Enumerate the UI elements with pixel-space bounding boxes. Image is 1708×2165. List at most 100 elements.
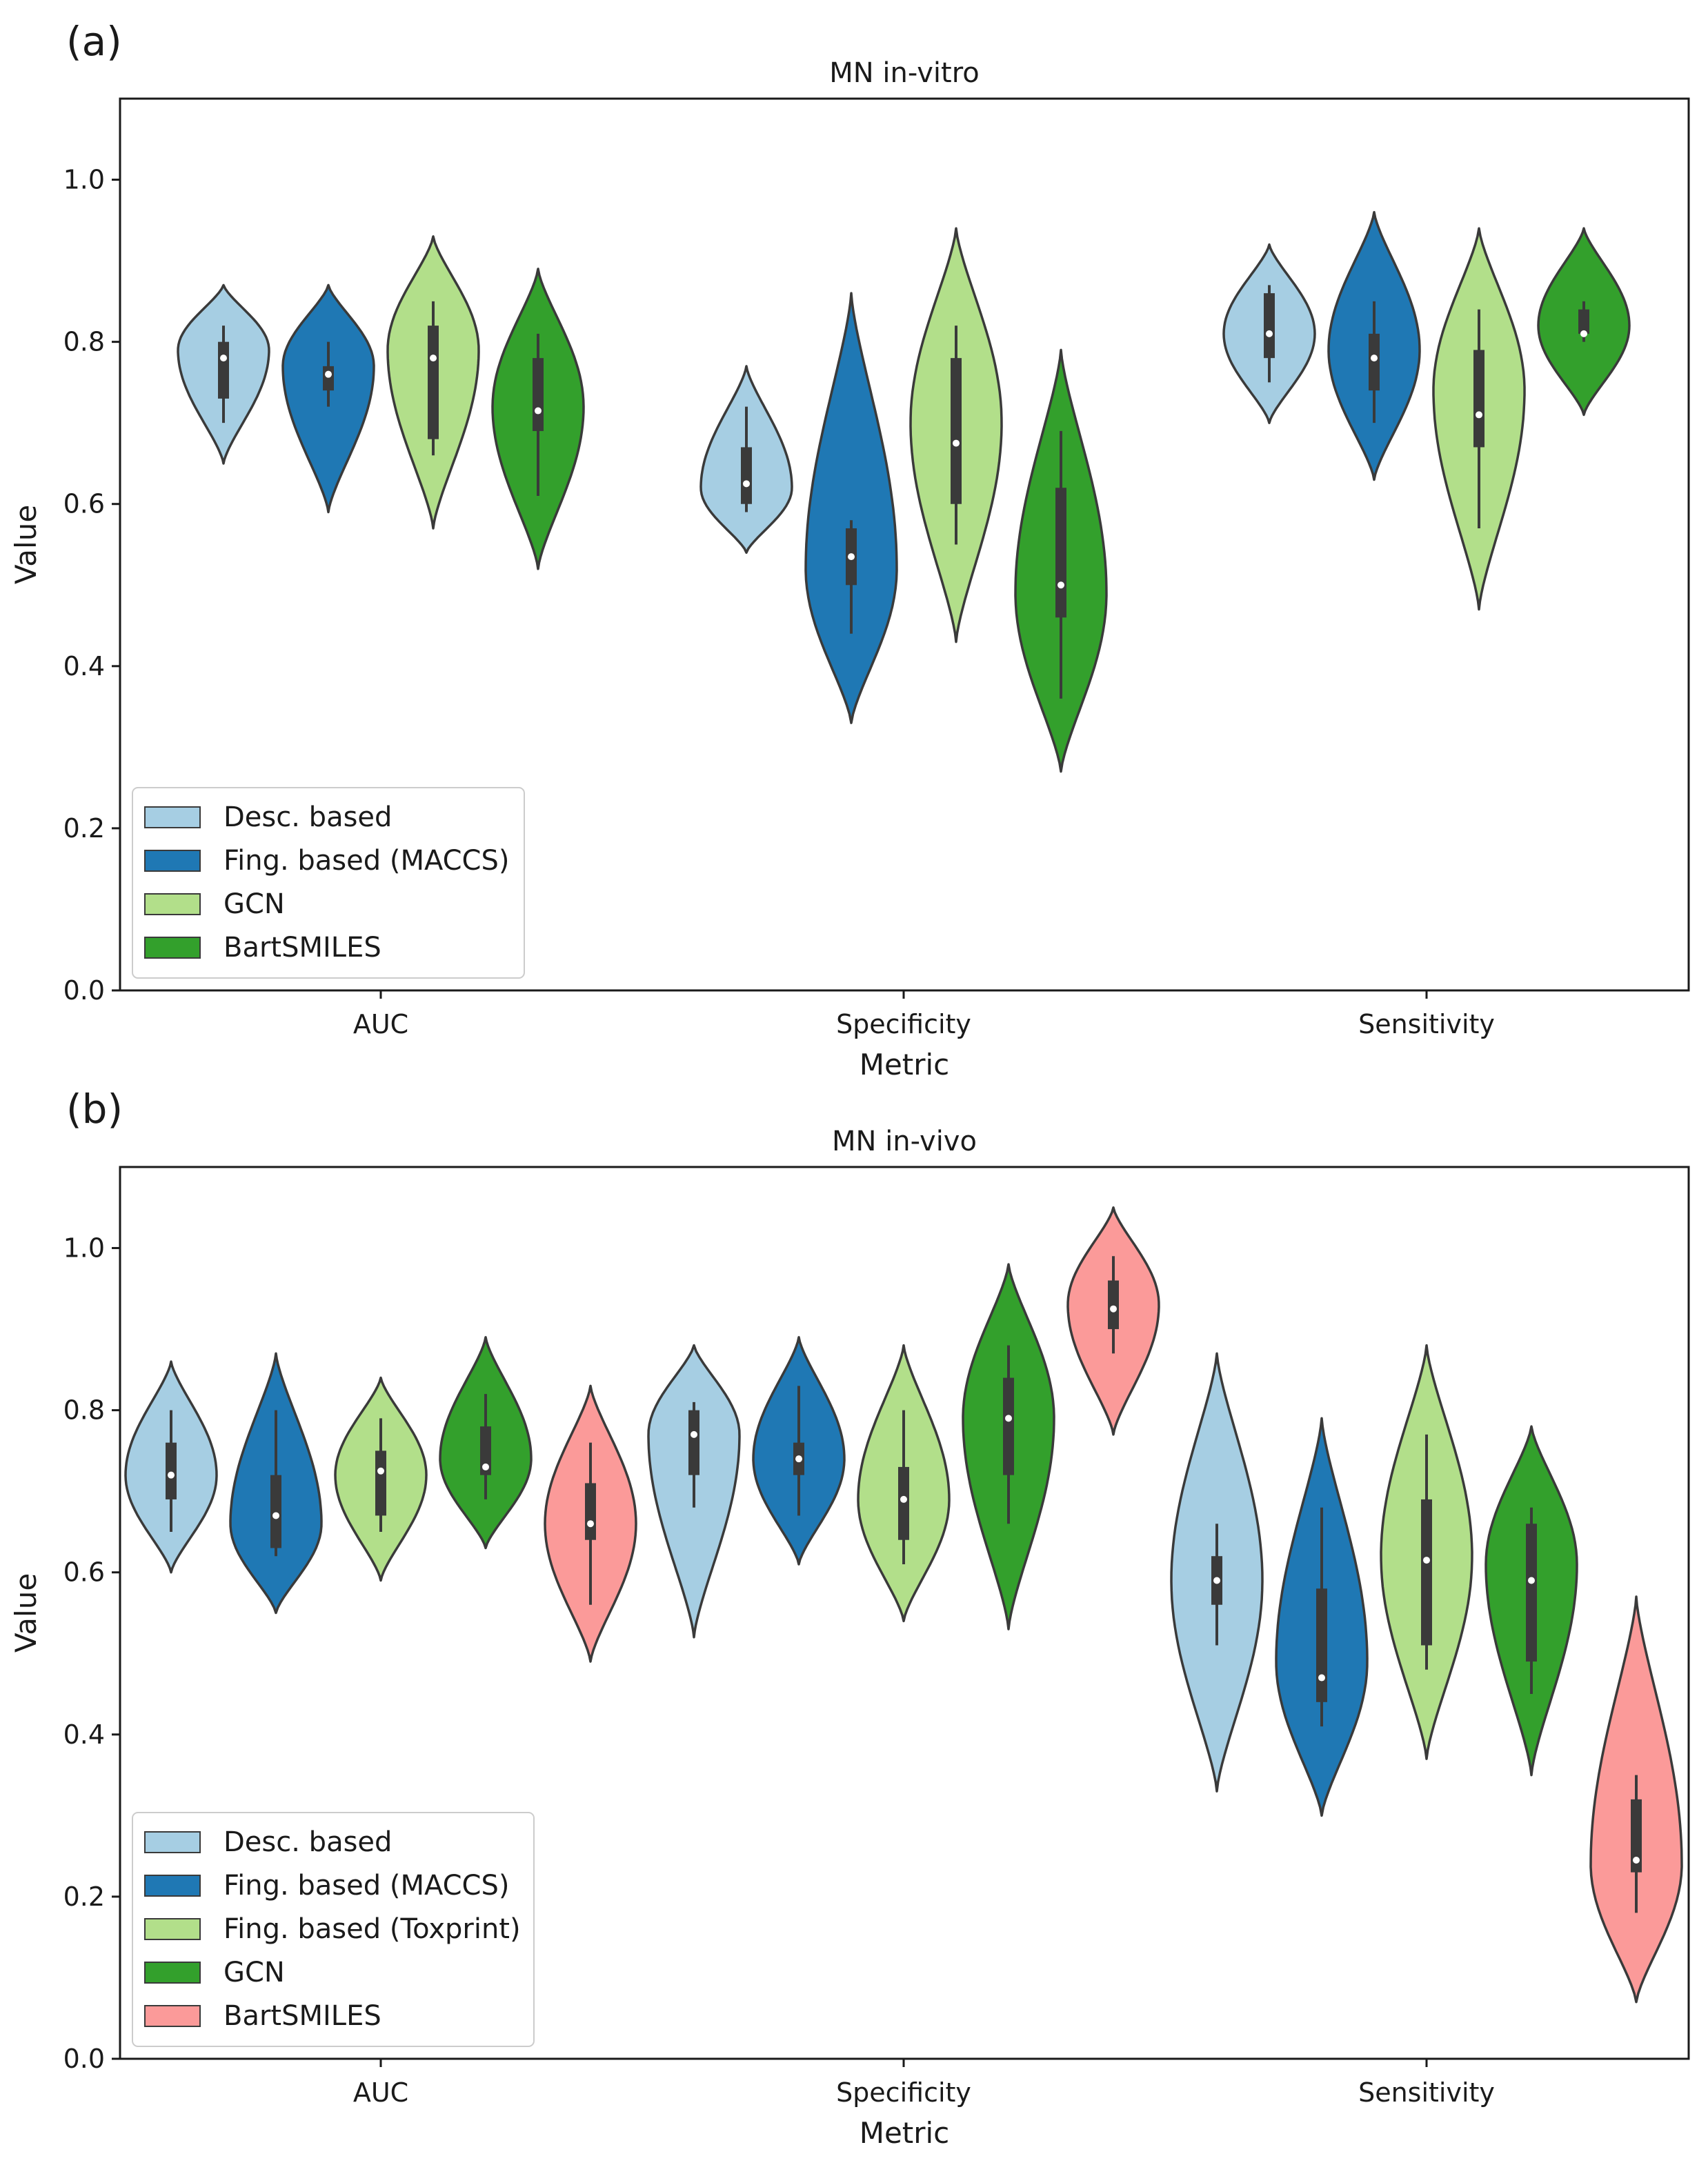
- y-tick-label: 0.4: [63, 1719, 105, 1750]
- violin-median-dot: [430, 355, 437, 362]
- violin: [1484, 1425, 1578, 1777]
- x-tick-label: AUC: [353, 1009, 408, 1039]
- violin-iqr-box: [1526, 1524, 1537, 1662]
- legend-label: Fing. based (MACCS): [224, 845, 509, 877]
- x-axis-label: Metric: [860, 1048, 950, 1081]
- violin-iqr-box: [1473, 350, 1484, 448]
- violin: [1222, 243, 1316, 424]
- violin-iqr-box: [480, 1426, 491, 1475]
- violin-median-dot: [377, 1467, 384, 1475]
- violin: [1380, 1344, 1473, 1760]
- legend-label: GCN: [224, 1957, 285, 1988]
- violin-median-dot: [1528, 1577, 1535, 1584]
- y-tick-label: 1.0: [63, 165, 105, 195]
- panel-b: (b) MN in-vivo 0.0 0.2 0.4 0.6 0.8 1.0 AUC Specif…: [9, 1086, 1690, 2150]
- violin: [909, 227, 1003, 643]
- violin-median-dot: [168, 1471, 175, 1479]
- violin: [544, 1384, 637, 1663]
- violin-iqr-box: [166, 1442, 177, 1499]
- violin-iqr-box: [1369, 333, 1380, 391]
- legend-swatch: [144, 1875, 201, 1897]
- violin-median-dot: [325, 370, 332, 378]
- legend: Desc. based Fing. based (MACCS) GCN BartSMI…: [132, 787, 525, 979]
- y-tick-label: 1.0: [63, 1233, 105, 1264]
- y-tick-label: 0.0: [63, 975, 105, 1006]
- violin: [647, 1344, 741, 1639]
- violin-iqr-box: [1631, 1799, 1642, 1873]
- violin-median-dot: [1318, 1674, 1325, 1682]
- legend: Desc. based Fing. based (MACCS) Fing. base…: [132, 1812, 535, 2047]
- violin: [1589, 1595, 1683, 2004]
- violin-median-dot: [1371, 355, 1378, 362]
- y-tick-label: 0.6: [63, 489, 105, 519]
- violin-median-dot: [1110, 1305, 1117, 1313]
- legend-label: Desc. based: [224, 1826, 392, 1858]
- x-tick-label: Sensitivity: [1358, 2077, 1495, 2108]
- legend-swatch: [144, 937, 201, 959]
- violin-median-dot: [220, 355, 227, 362]
- legend-label: Fing. based (MACCS): [224, 1870, 509, 1902]
- violin-iqr-box: [688, 1410, 699, 1475]
- legend-label: BartSMILES: [224, 2000, 381, 2032]
- legend-box: [132, 787, 525, 979]
- panel-a: (a) MN in-vitro 0.0 0.2 0.4 0.6 0.8 1.0 AUC Speci…: [9, 18, 1690, 1081]
- legend-swatch: [144, 893, 201, 915]
- legend-label: Desc. based: [224, 801, 392, 833]
- violin: [334, 1376, 428, 1582]
- violin: [1432, 227, 1526, 611]
- chart-title: MN in-vivo: [832, 1126, 977, 1157]
- violin: [1170, 1352, 1264, 1793]
- violin-median-dot: [848, 553, 855, 561]
- x-tick-label: Sensitivity: [1358, 1009, 1495, 1039]
- panel-label: (b): [66, 1086, 123, 1133]
- violin: [1066, 1206, 1160, 1436]
- violin: [177, 283, 270, 465]
- violin-iqr-box: [1055, 488, 1066, 618]
- legend-label: BartSMILES: [224, 932, 381, 964]
- y-axis-label: Value: [9, 1573, 43, 1653]
- violin: [491, 268, 585, 570]
- violin-median-dot: [953, 439, 960, 447]
- violin-iqr-box: [533, 358, 544, 431]
- violin: [281, 283, 375, 514]
- violin-median-dot: [900, 1495, 907, 1503]
- y-tick-label: 0.4: [63, 651, 105, 681]
- violin: [699, 365, 793, 555]
- violin-median-dot: [1633, 1857, 1640, 1864]
- violin-iqr-box: [1003, 1377, 1014, 1475]
- violin-iqr-box: [375, 1450, 386, 1516]
- legend-swatch: [144, 1831, 201, 1853]
- x-tick-label: Specificity: [836, 2077, 971, 2108]
- legend-label: Fing. based (Toxprint): [224, 1913, 521, 1945]
- violin-iqr-box: [323, 366, 334, 391]
- x-tick-label: Specificity: [836, 1009, 971, 1039]
- y-tick-label: 0.2: [63, 813, 105, 844]
- violin: [1327, 210, 1421, 481]
- violin: [857, 1344, 951, 1623]
- y-tick-label: 0.8: [63, 327, 105, 357]
- violin-iqr-box: [1421, 1499, 1432, 1646]
- violin-iqr-box: [585, 1483, 596, 1540]
- violin-median-dot: [482, 1463, 489, 1470]
- violin-median-dot: [1057, 581, 1064, 589]
- violin-median-dot: [795, 1455, 802, 1463]
- violin: [1537, 227, 1631, 417]
- violin-median-dot: [1005, 1415, 1012, 1422]
- x-axis-label: Metric: [860, 2116, 950, 2150]
- violin: [386, 235, 480, 530]
- x-tick-label: AUC: [353, 2077, 408, 2108]
- violin-median-dot: [1213, 1577, 1220, 1584]
- violin-median-dot: [1476, 411, 1482, 419]
- violin: [752, 1336, 846, 1566]
- legend-swatch: [144, 850, 201, 872]
- panel-label: (a): [66, 18, 122, 65]
- legend-swatch: [144, 1918, 201, 1940]
- legend-swatch: [144, 806, 201, 828]
- violin-iqr-box: [1264, 293, 1275, 359]
- violin-iqr-box: [218, 341, 229, 399]
- violin-median-dot: [587, 1520, 594, 1528]
- legend-swatch: [144, 2005, 201, 2027]
- violin: [439, 1336, 533, 1550]
- violin-median-dot: [272, 1512, 279, 1519]
- violin: [804, 292, 898, 724]
